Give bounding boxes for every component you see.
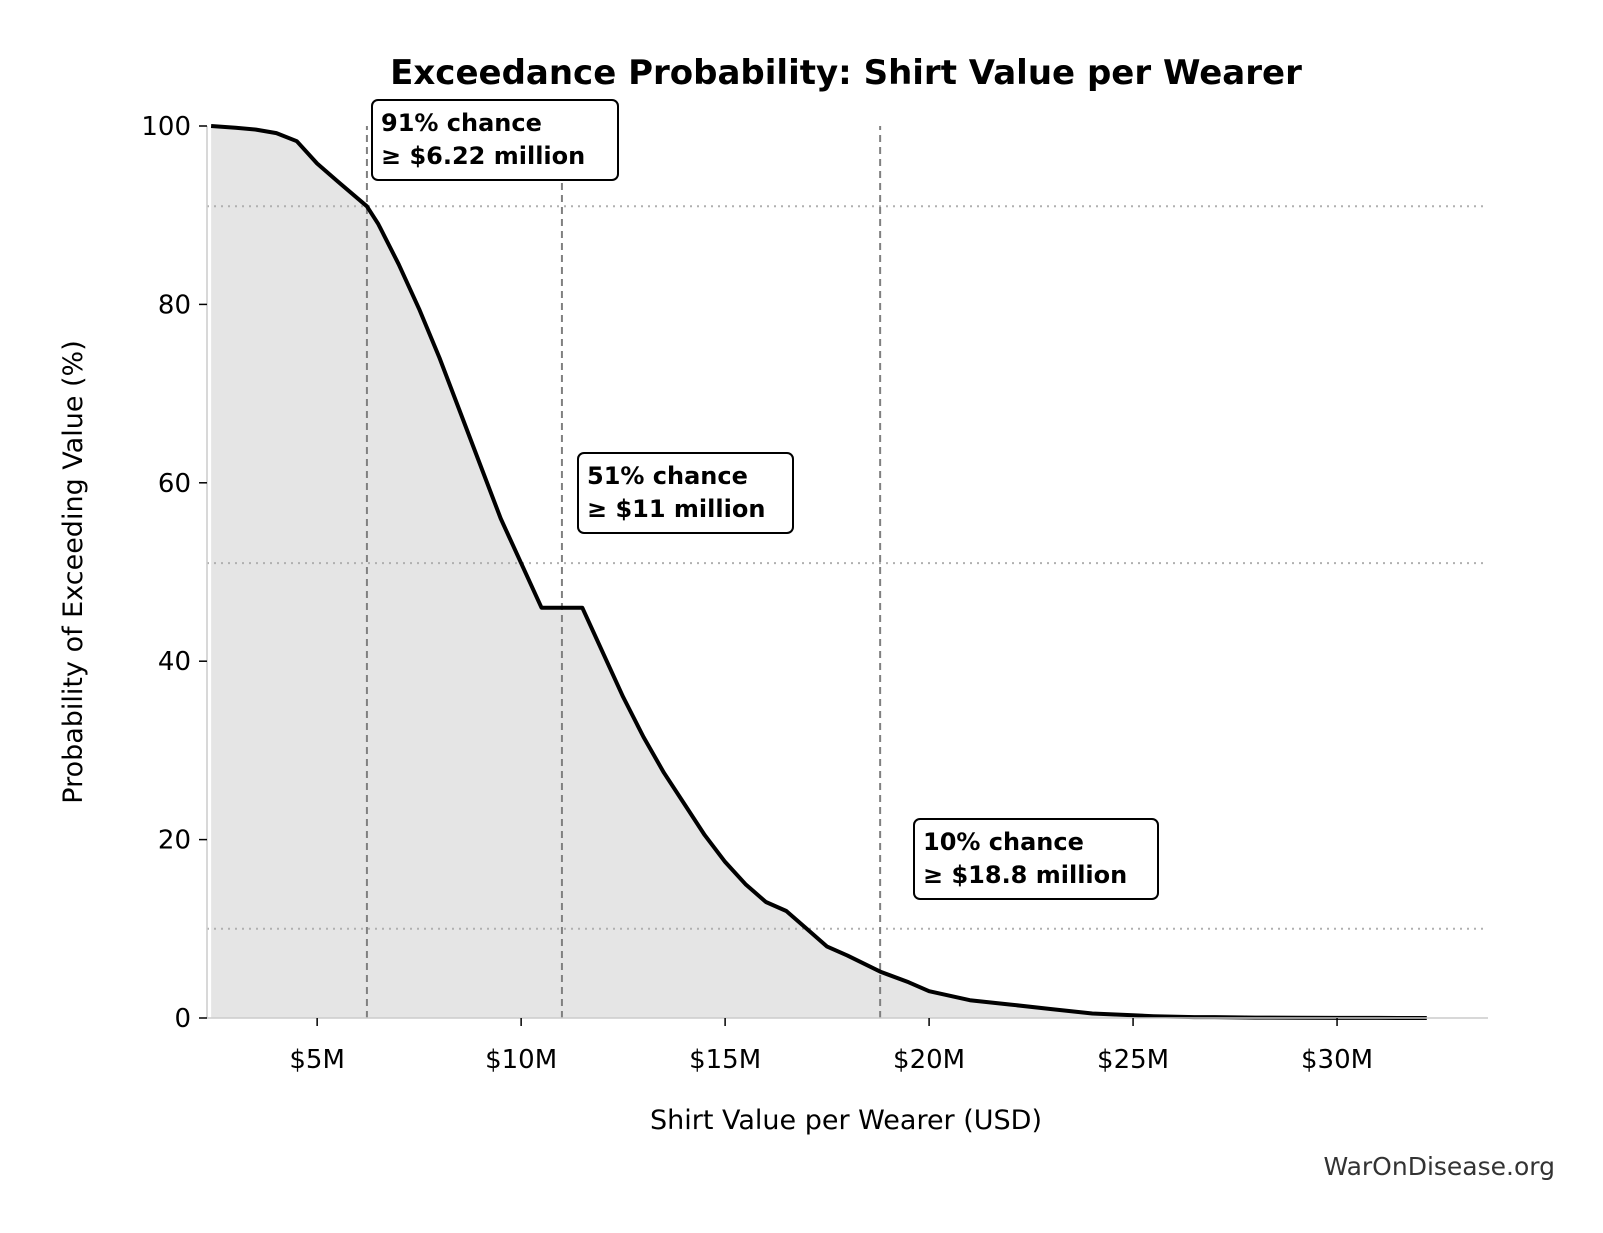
annotation-line2: ≥ $6.22 million [381, 142, 585, 170]
y-tick-label: 80 [158, 290, 191, 320]
annotation-line1: 51% chance [587, 462, 748, 490]
chart-title: Exceedance Probability: Shirt Value per … [390, 53, 1302, 93]
x-tick-label: $30M [1301, 1045, 1373, 1075]
x-axis-label: Shirt Value per Wearer (USD) [650, 1105, 1042, 1136]
y-tick-label: 40 [158, 647, 191, 677]
exceedance-area [211, 126, 1427, 1018]
x-tick-label: $20M [893, 1045, 965, 1075]
annotation-line2: ≥ $18.8 million [923, 861, 1127, 889]
y-tick-label: 20 [158, 826, 191, 856]
credit-text: WarOnDisease.org [1323, 1152, 1555, 1181]
y-tick-label: 100 [141, 112, 191, 142]
plot-area: 0 20 40 60 80 100 $5M $10M $15M $20M $25M $30M 91% c… [141, 99, 1488, 1075]
annotation-box-2 [577, 452, 794, 534]
annotation-box-3 [913, 818, 1159, 900]
exceedance-line [210, 124, 1427, 1020]
annotation-line1: 10% chance [923, 828, 1084, 856]
x-tick-label: $5M [289, 1045, 345, 1075]
x-tick-label: $25M [1097, 1045, 1169, 1075]
y-tick-label: 60 [158, 469, 191, 499]
y-tick-label: 0 [174, 1004, 191, 1034]
annotation-box-1 [371, 99, 619, 181]
annotation-line2: ≥ $11 million [587, 495, 765, 523]
x-tick-label: $10M [485, 1045, 557, 1075]
annotation-line1: 91% chance [381, 109, 542, 137]
y-axis-label: Probability of Exceeding Value (%) [58, 340, 89, 803]
x-tick-label: $15M [689, 1045, 761, 1075]
